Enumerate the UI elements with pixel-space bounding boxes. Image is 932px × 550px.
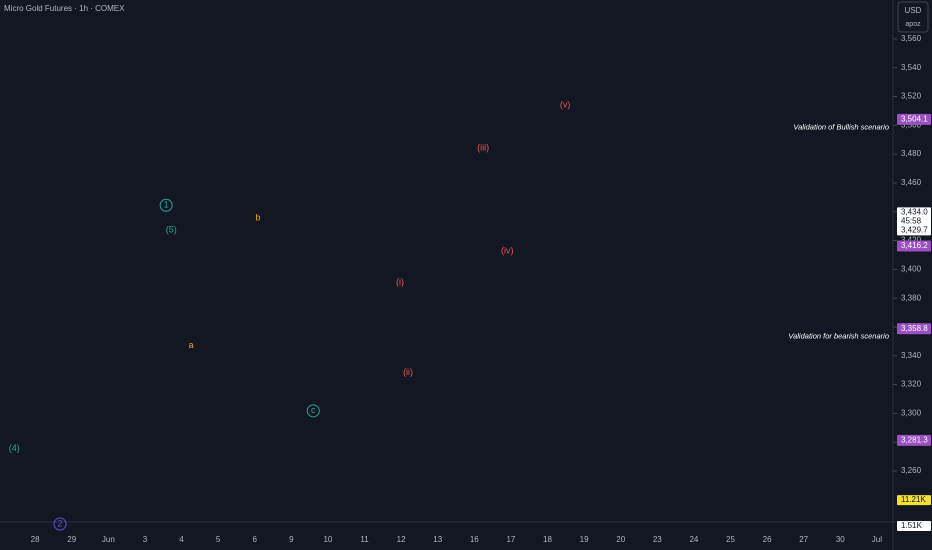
- y-tick-label: 3,300: [901, 409, 922, 418]
- annotation-circle: [306, 404, 320, 418]
- level-note: Validation for bearish scenario: [788, 332, 889, 341]
- x-tick-label: 19: [580, 535, 589, 544]
- last-price-label: 3,434.0: [901, 207, 928, 216]
- level-label: 3,358.8: [901, 324, 928, 333]
- level-label: 3,281.3: [901, 435, 928, 444]
- y-tick-label: 3,380: [901, 293, 922, 302]
- x-tick-label: 27: [799, 535, 808, 544]
- countdown: 45:58: [901, 216, 922, 225]
- x-tick-label: 29: [67, 535, 76, 544]
- level-note: Validation of Bullish scenario: [793, 122, 889, 131]
- x-tick-label: 13: [433, 535, 442, 544]
- chart-title: Micro Gold Futures · 1h · COMEX: [4, 4, 125, 13]
- level-badge: [897, 240, 931, 252]
- annotation-circle: [53, 517, 67, 531]
- x-tick-label: 20: [616, 535, 625, 544]
- volume-badge-label: 1.51K: [901, 521, 923, 530]
- x-tick-label: 11: [360, 535, 369, 544]
- x-tick-label: 3: [143, 535, 148, 544]
- wave-label: 2: [58, 518, 63, 528]
- user: apoz: [905, 21, 921, 28]
- wave-label: c: [311, 405, 316, 415]
- volume-badge: [897, 495, 931, 506]
- y-tick-label: 3,260: [901, 466, 922, 475]
- y-tick-label: 3,540: [901, 63, 922, 72]
- level-badge: [897, 323, 931, 335]
- x-tick-label: Jun: [102, 535, 115, 544]
- x-tick-label: 16: [470, 535, 479, 544]
- wave-label: (iii): [477, 143, 489, 153]
- wave-label: (i): [396, 277, 404, 287]
- currency: USD: [905, 6, 922, 15]
- price-line-label: 3,429.7: [901, 225, 928, 234]
- wave-label: (iv): [501, 246, 514, 256]
- x-tick-label: 17: [506, 535, 515, 544]
- x-tick-label: Jul: [872, 535, 882, 544]
- annotation-circle: [159, 198, 173, 212]
- y-tick-label: 3,340: [901, 351, 922, 360]
- volume-badge: [897, 520, 931, 531]
- x-tick-label: 4: [179, 535, 184, 544]
- x-tick-label: 25: [726, 535, 735, 544]
- x-tick-label: 10: [323, 535, 332, 544]
- wave-label: (v): [560, 99, 571, 109]
- y-tick-label: 3,520: [901, 92, 922, 101]
- currency-box[interactable]: [897, 1, 929, 33]
- wave-label: (5): [166, 225, 177, 235]
- wave-label: (4): [9, 443, 20, 453]
- axes: 3,2603,2803,3003,3203,3403,3603,3803,400…: [31, 34, 931, 544]
- y-tick-label: 3,480: [901, 149, 922, 158]
- x-tick-label: 26: [763, 535, 772, 544]
- level-badge: [897, 113, 931, 125]
- y-tick-label: 3,560: [901, 34, 922, 43]
- x-tick-label: 9: [289, 535, 294, 544]
- x-tick-label: 23: [653, 535, 662, 544]
- x-tick-label: 28: [31, 535, 40, 544]
- y-tick-label: 3,320: [901, 380, 922, 389]
- x-tick-label: 5: [216, 535, 221, 544]
- y-tick-label: 3,420: [901, 236, 922, 245]
- x-tick-label: 12: [397, 535, 406, 544]
- level-label: 3,416.2: [901, 241, 928, 250]
- wave-label: b: [256, 213, 261, 223]
- x-tick-label: 6: [252, 535, 257, 544]
- x-tick-label: 18: [543, 535, 552, 544]
- wave-label: 1: [164, 200, 169, 210]
- y-tick-label: 3,460: [901, 178, 922, 187]
- y-tick-label: 3,400: [901, 264, 922, 273]
- level-badge: [897, 434, 931, 446]
- last-price-badge: [897, 207, 931, 236]
- level-label: 3,504.1: [901, 115, 928, 124]
- wave-label: a: [189, 340, 194, 350]
- x-tick-label: 24: [689, 535, 698, 544]
- volume-badge-label: 11.21K: [901, 495, 926, 504]
- x-tick-label: 30: [836, 535, 845, 544]
- y-tick-label: 3,500: [901, 120, 922, 129]
- wave-label: (ii): [403, 367, 413, 377]
